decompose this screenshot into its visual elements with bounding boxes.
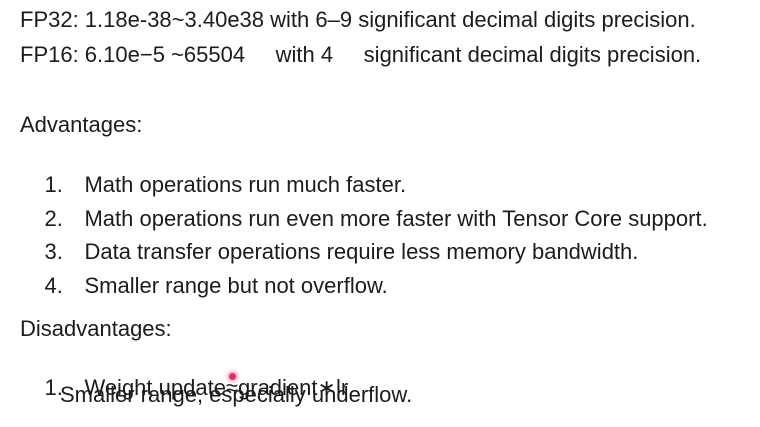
list-number: 1. [44,172,63,197]
list-text: Math operations run much faster. [84,172,407,197]
advantage-item: 3. Data transfer operations require less … [20,213,638,291]
laser-pointer-icon [229,373,236,380]
advantage-item: 4. Smaller range but not overflow. [20,247,388,325]
list-number: 4. [44,273,63,298]
advantages-heading: Advantages: [20,112,143,137]
disadvantage-continuation: Smaller range, especially underflow. [60,382,413,407]
list-text: Math operations run even more faster wit… [84,206,708,231]
advantage-item: 2. Math operations run even more faster w… [20,180,708,258]
advantage-item: 1. Math operations run much faster. [20,146,406,224]
list-number: 1. [44,375,63,400]
list-number: 3. [44,239,63,264]
fp16-line: FP16: 6.10e−5 ~65504 with 4 significant … [20,42,702,67]
list-number: 2. [44,206,63,231]
list-text: Data transfer operations require less me… [84,239,639,264]
list-text: Smaller range but not overflow. [84,273,388,298]
fp32-line: FP32: 1.18e-38~3.40e38 with 6–9 signific… [20,7,696,32]
list-text: Weight update≈gradient∗lr [84,375,349,400]
disadvantage-item: 1. Weight update≈gradient∗lr [20,349,348,427]
slide-content: FP32: 1.18e-38~3.40e38 with 6–9 signific… [20,7,708,407]
disadvantages-heading: Disadvantages: [20,316,172,341]
